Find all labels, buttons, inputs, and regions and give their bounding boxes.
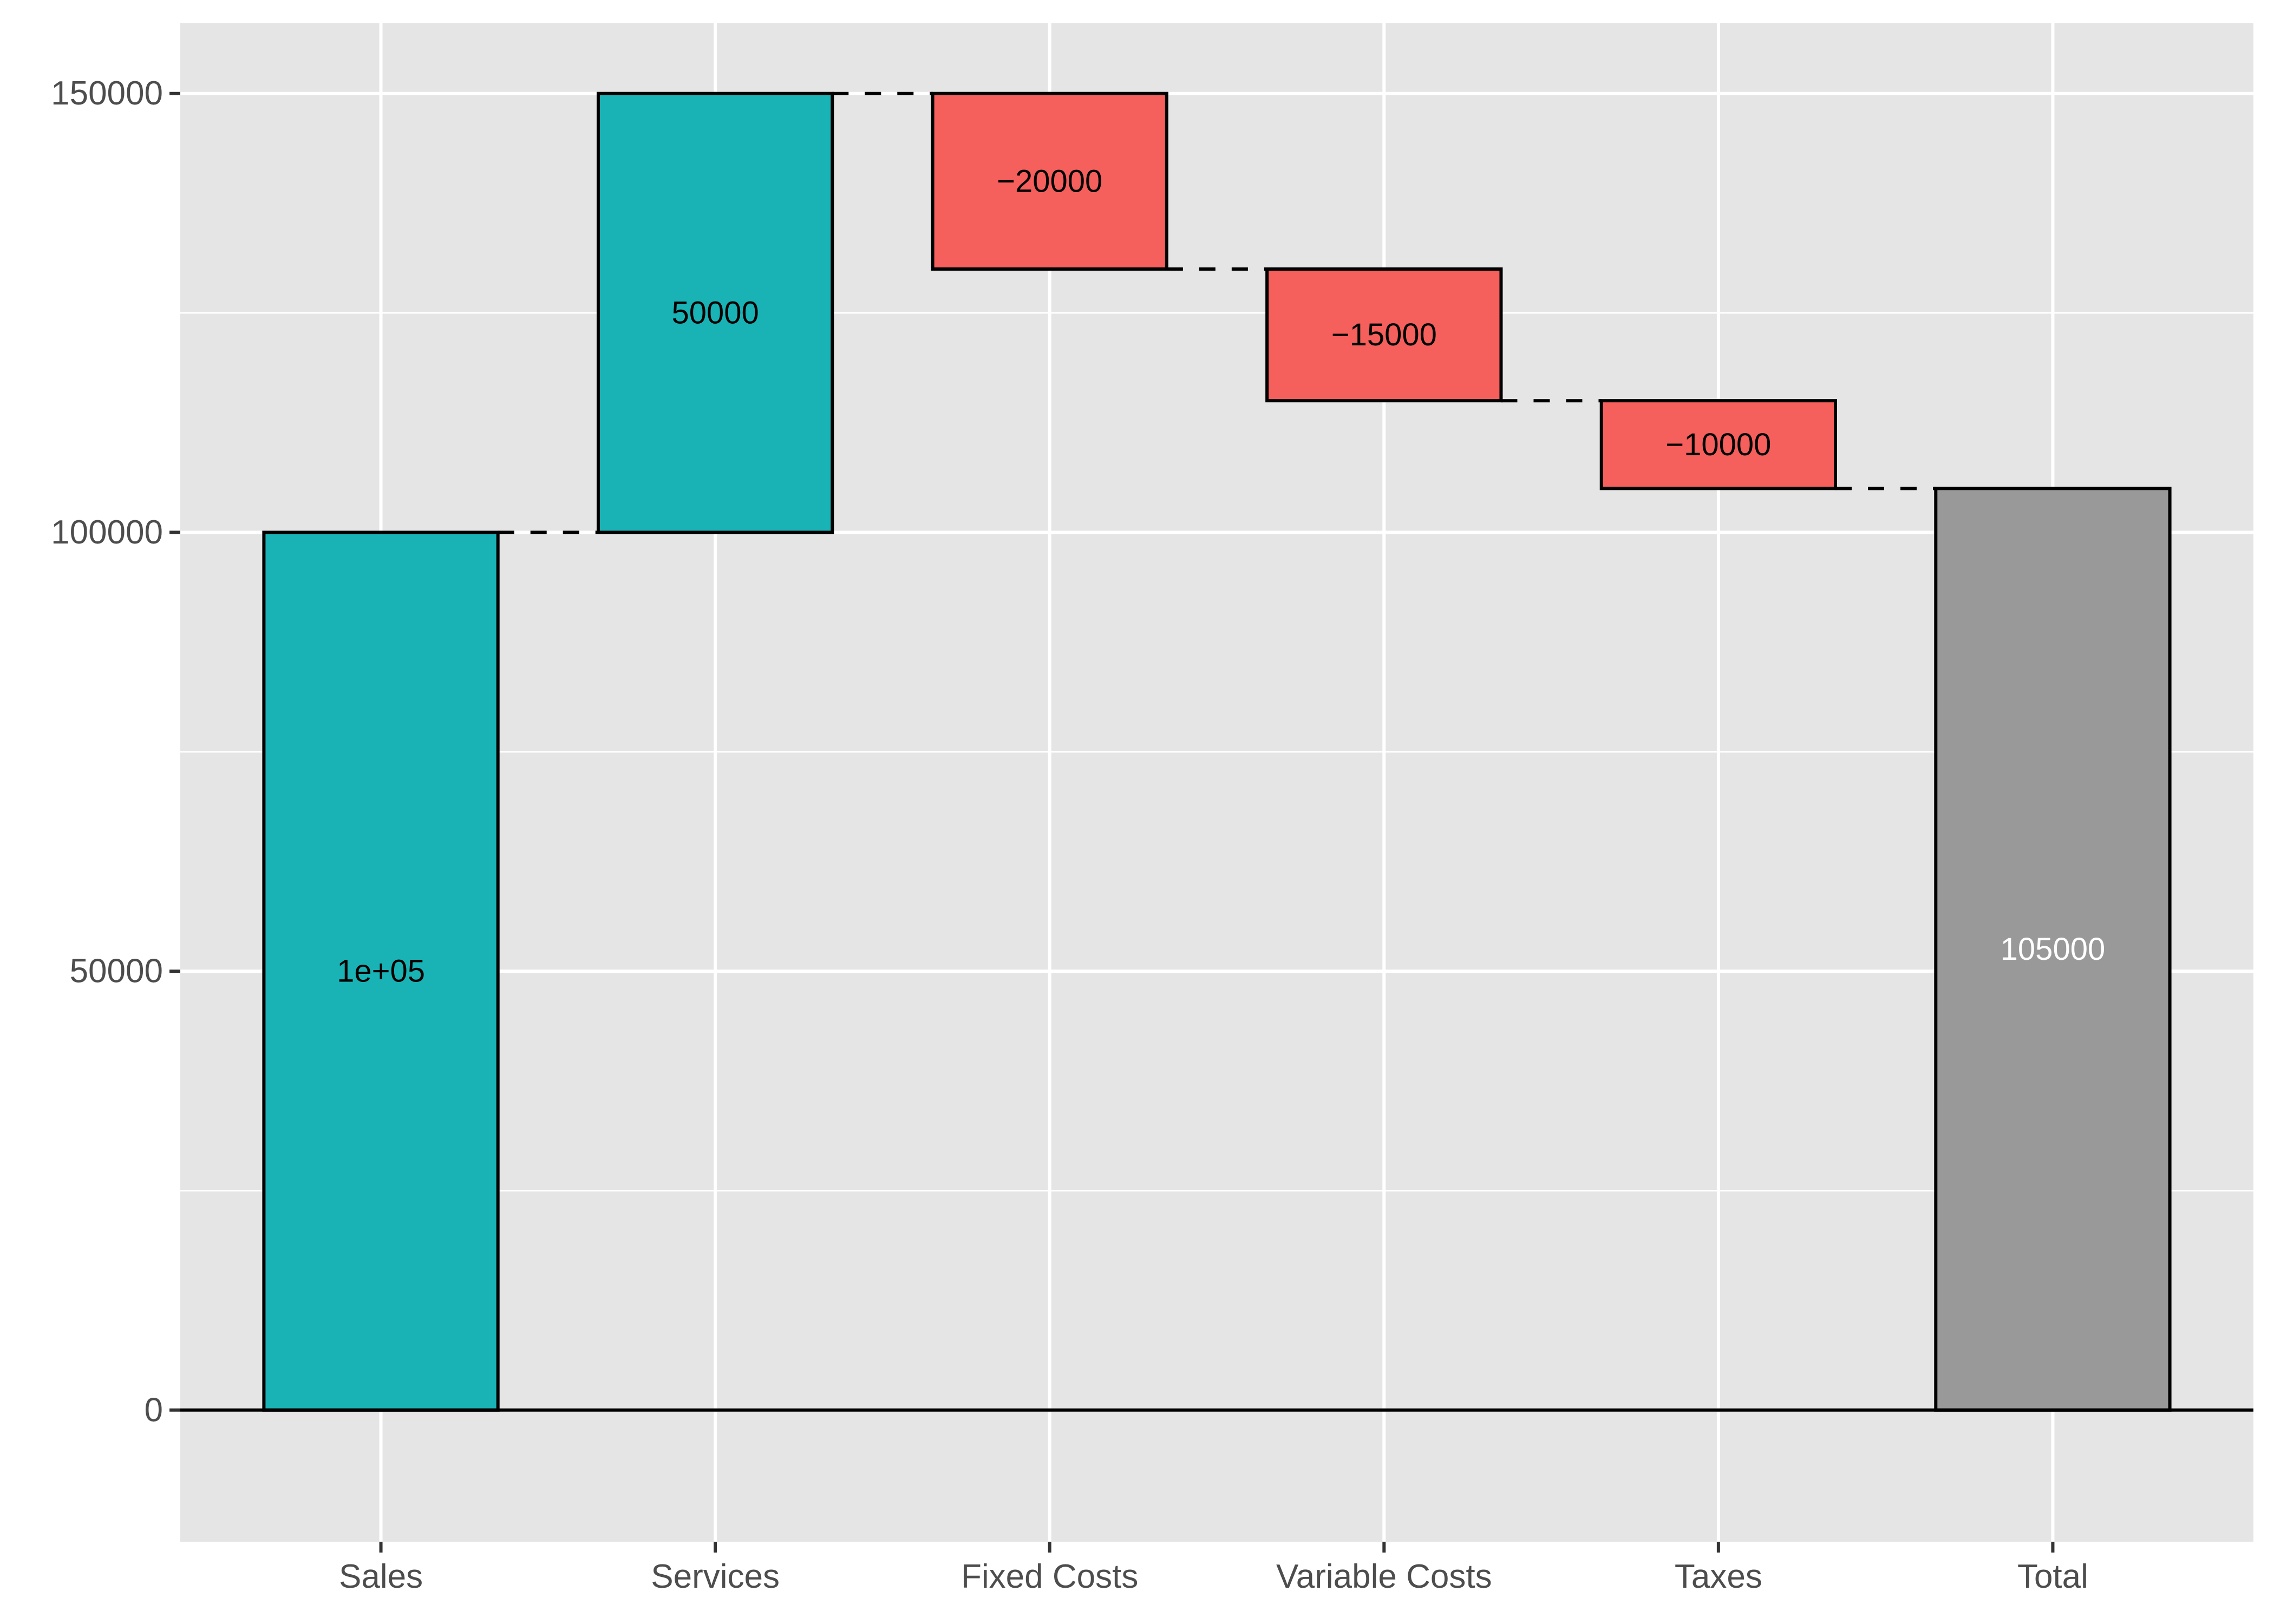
x-axis: Sales Services Fixed Costs Variable Costs Ta… [339, 1542, 2088, 1595]
x-tick-label: Taxes [1675, 1558, 1762, 1595]
x-tick-label: Fixed Costs [961, 1558, 1138, 1595]
y-tick-label: 0 [145, 1391, 163, 1429]
bars [262, 91, 2172, 1412]
minor-gridlines [180, 312, 2253, 1191]
y-tick-label: 100000 [51, 514, 163, 551]
bar-label-sales: 1e+05 [337, 954, 425, 989]
bar-variable-costs [1265, 267, 1503, 403]
bar-label-taxes: −10000 [1665, 427, 1771, 462]
y-tick-label: 50000 [70, 953, 163, 990]
x-tick-label: Sales [339, 1558, 423, 1595]
plot-panel [180, 23, 2253, 1542]
bar-label-variable-costs: −15000 [1331, 317, 1437, 352]
bar-sales [262, 531, 500, 1412]
y-tick-label: 150000 [51, 75, 163, 112]
bar-services [596, 91, 834, 534]
bar-value-labels: 1e+05 50000 −20000 −15000 −10000 105000 [337, 163, 2105, 988]
bar-total [1934, 487, 2172, 1412]
bar-label-services: 50000 [671, 296, 759, 331]
bar-fixed-costs [931, 91, 1168, 271]
x-tick-label: Services [651, 1558, 780, 1595]
bar-taxes [1599, 399, 1838, 490]
x-tick-label: Total [2017, 1558, 2088, 1595]
x-tick-label: Variable Costs [1276, 1558, 1492, 1595]
bar-label-total: 105000 [2001, 932, 2106, 967]
y-axis: 0 50000 100000 150000 [51, 75, 180, 1429]
bar-label-fixed-costs: −20000 [997, 163, 1102, 199]
